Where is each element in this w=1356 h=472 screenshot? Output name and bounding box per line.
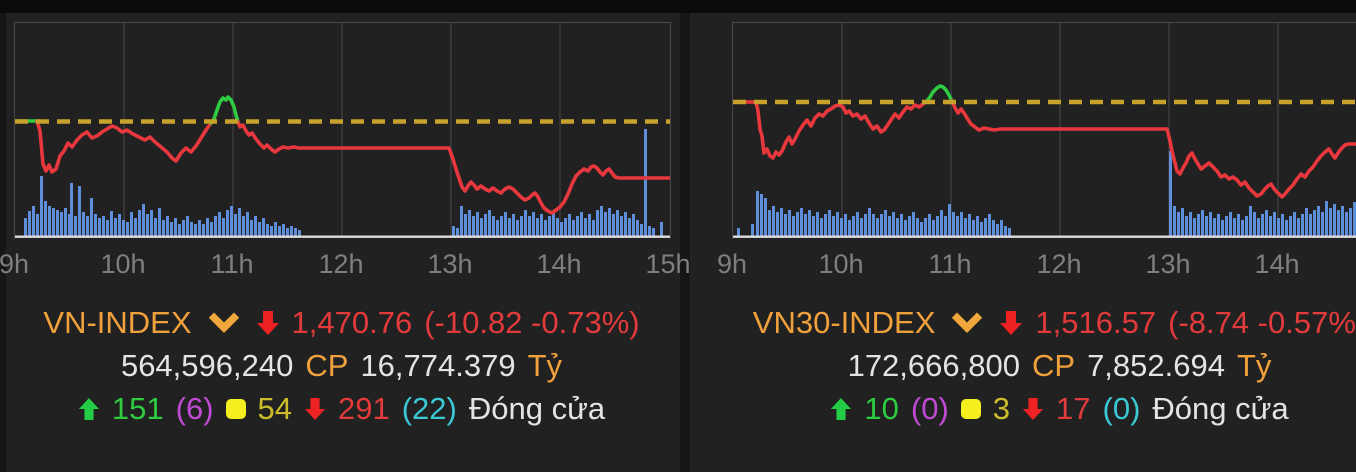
vnindex-price-line: VN-INDEX 1,470.76 (-10.82 -0.73%) (14, 301, 669, 344)
down-arrow-icon (304, 397, 326, 421)
advancers-count: 151 (111, 390, 164, 426)
unchanged-count: 3 (992, 390, 1011, 426)
up-arrow-icon (78, 397, 100, 421)
index-name: VN-INDEX (43, 304, 192, 340)
up-arrow-icon (830, 397, 852, 421)
value-unit-label: Tỷ (527, 347, 563, 383)
floor-count: (0) (1102, 390, 1141, 426)
volume-shares: 172,666,800 (847, 347, 1020, 383)
index-price: 1,470.76 (291, 304, 413, 340)
vn30-breadth-line: 10 (0) 3 17 (0) Đóng cửa (732, 387, 1356, 430)
x-axis-label: 11h (928, 249, 972, 279)
unchanged-square-icon (960, 398, 981, 419)
vn30-price-line: VN30-INDEX 1,516.57 (-8.74 -0.57%) (732, 301, 1356, 344)
shares-unit-label: CP (305, 347, 349, 383)
decliners-count: 17 (1056, 390, 1091, 426)
value-unit-label: Tỷ (1236, 347, 1272, 383)
unchanged-square-icon (225, 398, 246, 419)
index-change: (-10.82 -0.73%) (424, 304, 640, 340)
x-axis-label: 15h (645, 249, 691, 279)
down-arrow-icon (256, 310, 280, 336)
vnindex-price-chart (15, 23, 670, 238)
chevron-down-icon[interactable] (208, 312, 240, 333)
shares-unit-label: CP (1031, 347, 1076, 383)
x-axis-label: 14h (536, 249, 582, 279)
vnindex-chart-plot[interactable] (14, 22, 671, 239)
vn30-chart-plot[interactable] (732, 22, 1356, 239)
x-axis-label: 10h (100, 249, 146, 279)
advancers-count: 10 (864, 390, 899, 426)
down-arrow-icon (1022, 397, 1044, 421)
vnindex-x-axis: 9h 10h 11h 12h 13h 14h 15h (0, 249, 691, 283)
x-axis-label: 11h (210, 249, 254, 279)
index-price: 1,516.57 (1035, 304, 1157, 340)
session-status: Đóng cửa (1152, 390, 1289, 426)
vnindex-volume-line: 564,596,240 CP 16,774.379 Tỷ (14, 344, 669, 387)
decliners-count: 291 (338, 390, 390, 426)
x-axis-label: 12h (1036, 249, 1082, 279)
vn30-info: VN30-INDEX 1,516.57 (-8.74 -0.57%) 172,6… (732, 301, 1356, 430)
ceiling-count: (0) (910, 390, 949, 426)
x-axis-label: 13h (1145, 249, 1191, 279)
top-strip (0, 0, 1356, 13)
vnindex-panel: 9h 10h 11h 12h 13h 14h 15h VN-INDEX 1,470.76 (… (0, 13, 691, 472)
x-axis-label: 10h (818, 249, 864, 279)
vnindex-info: VN-INDEX 1,470.76 (-10.82 -0.73%) 564,59… (14, 301, 669, 430)
down-arrow-icon (999, 310, 1023, 336)
x-axis-label: 9h (716, 249, 748, 279)
traded-value: 16,774.379 (360, 347, 516, 383)
unchanged-count: 54 (257, 390, 292, 426)
x-axis-label: 9h (0, 249, 30, 279)
chevron-down-icon[interactable] (951, 312, 983, 333)
ceiling-count: (6) (175, 390, 214, 426)
index-name: VN30-INDEX (752, 304, 936, 340)
vnindex-breadth-line: 151 (6) 54 291 (22) Đóng cửa (14, 387, 669, 430)
session-status: Đóng cửa (468, 390, 606, 426)
vn30-price-chart (733, 23, 1356, 238)
x-axis-label: 12h (318, 249, 364, 279)
x-axis-label: 14h (1254, 249, 1300, 279)
traded-value: 7,852.694 (1087, 347, 1225, 383)
x-axis-label: 13h (427, 249, 473, 279)
index-change: (-8.74 -0.57%) (1168, 304, 1356, 340)
floor-count: (22) (401, 390, 457, 426)
vn30-volume-line: 172,666,800 CP 7,852.694 Tỷ (732, 344, 1356, 387)
volume-shares: 564,596,240 (120, 347, 294, 383)
